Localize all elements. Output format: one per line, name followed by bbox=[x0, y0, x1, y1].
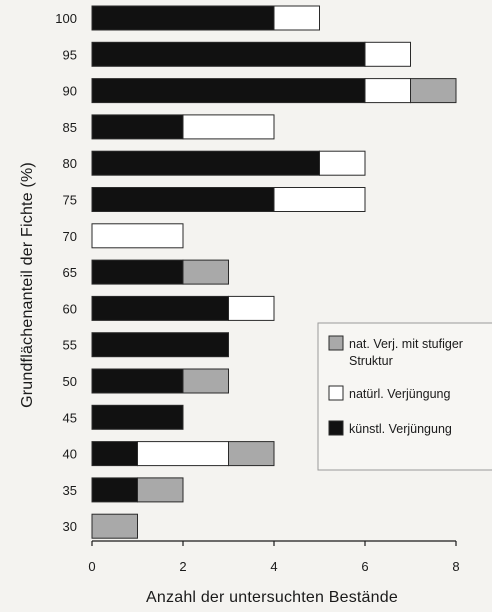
axes bbox=[91, 540, 457, 546]
y-axis-title: Grundflächenanteil der Fichte (%) bbox=[19, 162, 36, 408]
bars bbox=[91, 5, 457, 539]
bar-segment bbox=[137, 477, 184, 503]
y-tick-label: 80 bbox=[63, 156, 77, 171]
bar-segment bbox=[91, 368, 184, 394]
bar-segment bbox=[137, 441, 229, 467]
x-tick-label: 4 bbox=[270, 559, 277, 574]
legend-box bbox=[317, 322, 492, 471]
y-tick-label: 100 bbox=[55, 11, 77, 26]
legend-label: nat. Verj. mit stufiger bbox=[349, 337, 463, 351]
y-tick-label: 45 bbox=[63, 410, 77, 425]
bar-segment bbox=[319, 150, 366, 176]
bar-segment bbox=[91, 78, 366, 104]
legend-label-line2: Struktur bbox=[349, 354, 393, 368]
y-tick-label: 35 bbox=[63, 483, 77, 498]
bar-segment bbox=[228, 441, 275, 467]
x-axis-title: Anzahl der untersuchten Bestände bbox=[146, 589, 398, 606]
legend-swatch bbox=[328, 335, 344, 351]
y-tick-label: 60 bbox=[63, 301, 77, 316]
bar-segment bbox=[364, 41, 411, 67]
bar-segment bbox=[91, 41, 366, 67]
legend-label: natürl. Verjüngung bbox=[349, 387, 451, 401]
x-tick-label: 8 bbox=[452, 559, 459, 574]
bar-segment bbox=[182, 259, 229, 285]
bar-segment bbox=[91, 513, 138, 539]
bar-segment bbox=[91, 295, 229, 321]
bar-segment bbox=[182, 368, 229, 394]
bar-segment bbox=[364, 78, 411, 104]
y-tick-label: 70 bbox=[63, 229, 77, 244]
y-tick-label: 55 bbox=[63, 338, 77, 353]
legend: nat. Verj. mit stufiger Struktur natürl. V… bbox=[317, 322, 492, 471]
bar-segment bbox=[410, 78, 457, 104]
bar-segment bbox=[273, 187, 366, 212]
x-tick-label: 0 bbox=[88, 559, 95, 574]
y-tick-label: 95 bbox=[63, 47, 77, 62]
bar-segment bbox=[91, 404, 184, 430]
y-tick-label: 40 bbox=[63, 447, 77, 462]
y-tick-label: 85 bbox=[63, 120, 77, 135]
bar-segment bbox=[182, 114, 275, 140]
bar-segment bbox=[91, 259, 184, 285]
legend-swatch bbox=[328, 420, 344, 436]
bar-segment bbox=[91, 187, 275, 212]
bar-segment bbox=[91, 332, 229, 358]
bar-segment bbox=[91, 150, 320, 176]
bar-segment bbox=[91, 223, 184, 249]
y-tick-label: 90 bbox=[63, 84, 77, 99]
y-tick-label: 50 bbox=[63, 374, 77, 389]
bar-segment bbox=[91, 441, 138, 467]
bar-segment bbox=[91, 114, 184, 140]
y-tick-label: 30 bbox=[63, 519, 77, 534]
x-tick-label: 6 bbox=[361, 559, 368, 574]
legend-label: künstl. Verjüngung bbox=[349, 422, 452, 436]
bar-segment bbox=[91, 477, 138, 503]
bar-segment bbox=[228, 295, 275, 321]
bar-segment bbox=[273, 5, 320, 31]
bar-segment bbox=[91, 5, 275, 31]
y-tick-label: 75 bbox=[63, 193, 77, 208]
labels: 0 2 4 6 8 Anzahl der untersuchten Bestände Gru… bbox=[19, 11, 460, 606]
x-tick-label: 2 bbox=[179, 559, 186, 574]
y-tick-label: 65 bbox=[63, 265, 77, 280]
legend-swatch bbox=[328, 385, 344, 401]
